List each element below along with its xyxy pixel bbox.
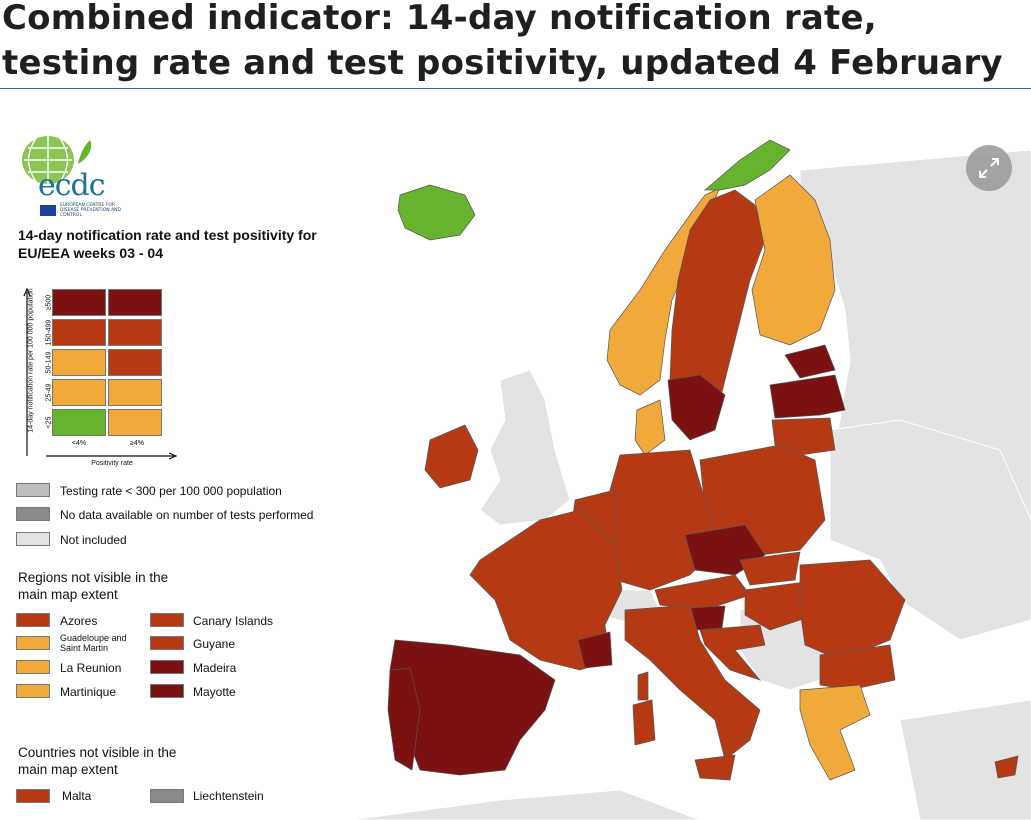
- country-label: Liechtenstein: [193, 789, 264, 803]
- country-italy: [624, 604, 761, 761]
- country-swatch: [150, 789, 184, 803]
- country-greece: [799, 684, 871, 781]
- country-slovakia: [739, 551, 801, 586]
- title-underline: [0, 88, 1031, 89]
- legend-category-label: Testing rate < 300 per 100 000 populatio…: [60, 484, 282, 498]
- legend-x-axis-label: Positivity rate: [91, 460, 133, 467]
- country-sicily: [694, 754, 736, 781]
- north-africa: [349, 789, 701, 820]
- country-latvia: [769, 374, 846, 419]
- country-iceland: [397, 184, 476, 241]
- country-finland: [751, 174, 836, 346]
- countries-heading: Countries not visible in the main map ex…: [18, 745, 177, 777]
- legend-matrix-cell: [108, 319, 162, 346]
- legend-swatch-no-data: [16, 507, 50, 521]
- region-swatch: [150, 613, 184, 627]
- region-label: Madeira: [193, 661, 237, 675]
- legend-x-tick: ≥4%: [130, 440, 144, 447]
- logo-name: ecdc: [38, 168, 106, 203]
- expand-button[interactable]: [966, 145, 1012, 191]
- country-corsica: [637, 671, 649, 701]
- legend-matrix-cell: [108, 409, 162, 436]
- country-denmark: [634, 399, 666, 456]
- country-swatch: [16, 789, 50, 803]
- region-label: Guyane: [193, 637, 236, 651]
- region-swatch: [150, 660, 184, 674]
- region-label: Mayotte: [193, 685, 236, 699]
- country-bulgaria: [819, 644, 896, 691]
- legend-matrix-cell: [108, 379, 162, 406]
- legend-x-axis-arrow: [46, 452, 178, 460]
- country-ireland: [424, 424, 479, 489]
- region-swatch: [16, 636, 50, 650]
- ecdc-logo-globe-icon: [22, 136, 92, 184]
- legend-x-tick: <4%: [71, 440, 87, 447]
- region-sweden-south: [667, 374, 726, 441]
- country-lithuania: [771, 417, 836, 456]
- page-title: Combined indicator: 14-day notification …: [2, 0, 1003, 128]
- legend-swatch-not-included: [16, 532, 50, 546]
- legend-title: 14-day notification rate and test positi…: [18, 227, 317, 261]
- logo-subtitle: EUROPEAN CENTRE FOR DISEASE PREVENTION A…: [60, 203, 121, 218]
- legend-matrix-cell: [52, 319, 106, 346]
- country-sardinia: [632, 699, 656, 746]
- country-portugal: [387, 667, 421, 771]
- country-croatia: [699, 624, 766, 681]
- europe-map: [0, 90, 1031, 820]
- legend-matrix-cell: [108, 289, 162, 316]
- turkey: [899, 699, 1031, 820]
- country-estonia: [784, 344, 836, 379]
- region-swatch: [16, 613, 50, 627]
- legend-matrix-cell: [52, 349, 106, 376]
- belarus-ukraine: [829, 419, 1031, 641]
- country-label: Malta: [62, 789, 92, 803]
- legend-matrix-cell: [52, 289, 106, 316]
- region-swatch: [150, 636, 184, 650]
- region-label: Guadeloupe and Saint Martin: [60, 633, 127, 653]
- country-austria: [654, 574, 751, 611]
- uk: [479, 369, 571, 526]
- legend-matrix-cell: [52, 379, 106, 406]
- legend-category-label: No data available on number of tests per…: [60, 508, 314, 522]
- region-label: Canary Islands: [193, 614, 274, 628]
- region-label: Azores: [60, 614, 98, 628]
- regions-heading: Regions not visible in the main map exte…: [18, 570, 169, 602]
- region-label: La Reunion: [60, 661, 122, 675]
- expand-icon: [979, 158, 999, 178]
- country-sweden: [669, 189, 766, 431]
- region-swatch: [16, 660, 50, 674]
- region-swatch: [16, 684, 50, 698]
- country-norway-north: [704, 139, 791, 191]
- legend-y-axis-arrow: [23, 288, 31, 456]
- legend-matrix-cell: [108, 349, 162, 376]
- eu-countries: [387, 139, 1019, 781]
- country-cyprus: [994, 755, 1019, 779]
- region-label: Martinique: [60, 685, 117, 699]
- region-swatch: [150, 684, 184, 698]
- not-included-land: [349, 149, 1031, 820]
- country-hungary: [744, 581, 816, 631]
- legend-matrix-cell: [52, 409, 106, 436]
- legend-swatch-testing-rate: [16, 483, 50, 497]
- eu-flag-icon: [40, 205, 56, 216]
- region-france-southeast: [577, 631, 613, 669]
- legend-category-label: Not included: [60, 533, 127, 547]
